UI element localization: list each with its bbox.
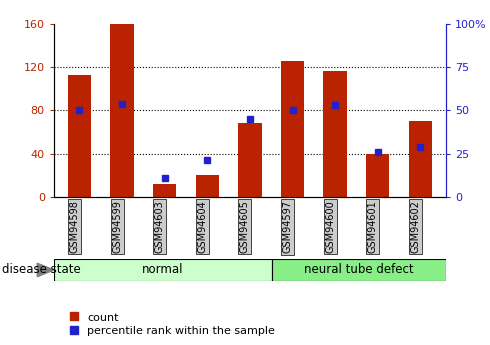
Text: neural tube defect: neural tube defect [304,264,414,276]
Text: GSM94600: GSM94600 [325,200,335,253]
Bar [366,154,390,197]
Text: GSM94597: GSM94597 [283,200,293,253]
Bar [323,70,347,197]
Text: normal: normal [142,264,184,276]
Bar [409,121,432,197]
Legend: count, percentile rank within the sample: count, percentile rank within the sample [69,313,275,336]
Bar [68,75,91,197]
Bar [281,61,304,197]
Bar [54,259,271,281]
Text: GSM94602: GSM94602 [410,200,420,253]
Bar [238,124,262,197]
Polygon shape [37,263,54,277]
Bar [153,184,176,197]
Bar [271,259,446,281]
Text: GSM94605: GSM94605 [240,200,250,253]
Text: GSM94604: GSM94604 [197,200,207,253]
Text: disease state: disease state [2,264,81,276]
Bar [110,24,134,197]
Bar [196,175,219,197]
Text: GSM94598: GSM94598 [70,200,79,253]
Text: GSM94603: GSM94603 [155,200,165,253]
Text: GSM94601: GSM94601 [368,200,378,253]
Text: GSM94599: GSM94599 [112,200,122,253]
